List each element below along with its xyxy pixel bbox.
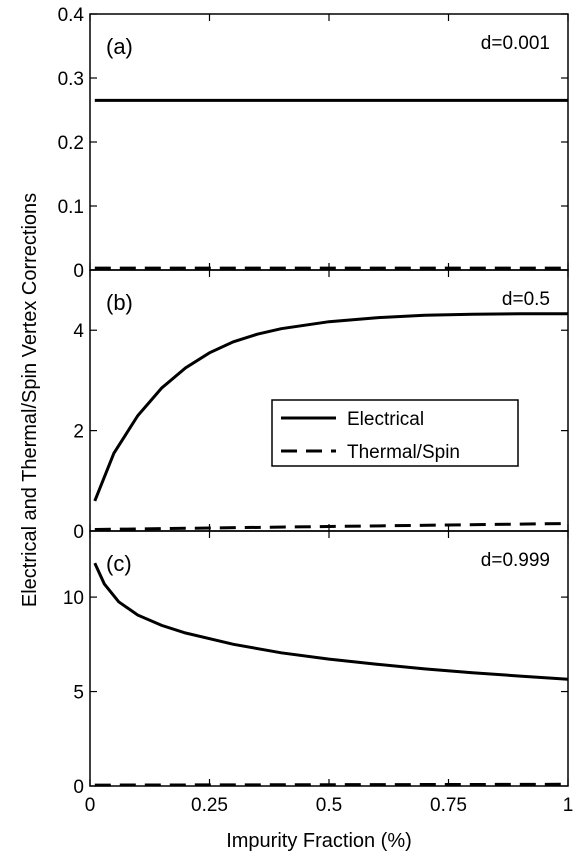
legend-entry: Electrical <box>347 409 424 430</box>
y-tick-label: 0.3 <box>58 69 84 90</box>
legend-entry: Thermal/Spin <box>347 442 460 463</box>
panel-parameter: d=0.001 <box>481 33 550 54</box>
y-tick-label: 0 <box>73 777 84 798</box>
y-tick-label: 0 <box>73 522 84 543</box>
legend-box <box>271 399 519 467</box>
x-tick-label: 0.25 <box>191 795 228 816</box>
panel-parameter: d=0.5 <box>502 289 550 310</box>
y-tick-label: 10 <box>63 588 84 609</box>
y-tick-label: 5 <box>73 683 84 704</box>
x-tick-label: 0.75 <box>430 795 467 816</box>
series-thermal-spin <box>94 522 569 531</box>
y-axis-label: Electrical and Thermal/Spin Vertex Corre… <box>19 193 41 607</box>
series-thermal-spin <box>94 782 569 787</box>
x-tick-label: 0.5 <box>316 795 342 816</box>
panel-label: (a) <box>106 34 133 59</box>
panel-0: 0 0.1 0.2 0.3 0.4 (a) d=0.001 <box>58 5 569 282</box>
y-tick-label: 0.4 <box>58 5 85 26</box>
x-tick-label: 0 <box>85 795 96 816</box>
panel-label: (b) <box>106 290 133 315</box>
y-tick-label: 0.1 <box>58 197 84 218</box>
y-tick-label: 0 <box>73 261 84 282</box>
series-electrical <box>93 562 569 681</box>
panel-parameter: d=0.999 <box>481 550 550 571</box>
panel-label: (c) <box>106 551 132 576</box>
y-tick-label: 4 <box>73 321 84 342</box>
legend: Electrical Thermal/Spin <box>271 399 519 467</box>
y-tick-label: 0.2 <box>58 133 84 154</box>
y-tick-label: 2 <box>73 422 84 443</box>
panel-2: 0 5 10 (c) d=0.999 <box>63 530 569 798</box>
series-electrical <box>93 312 568 502</box>
x-axis-label: Impurity Fraction (%) <box>226 830 412 852</box>
x-tick-label: 1 <box>563 795 574 816</box>
